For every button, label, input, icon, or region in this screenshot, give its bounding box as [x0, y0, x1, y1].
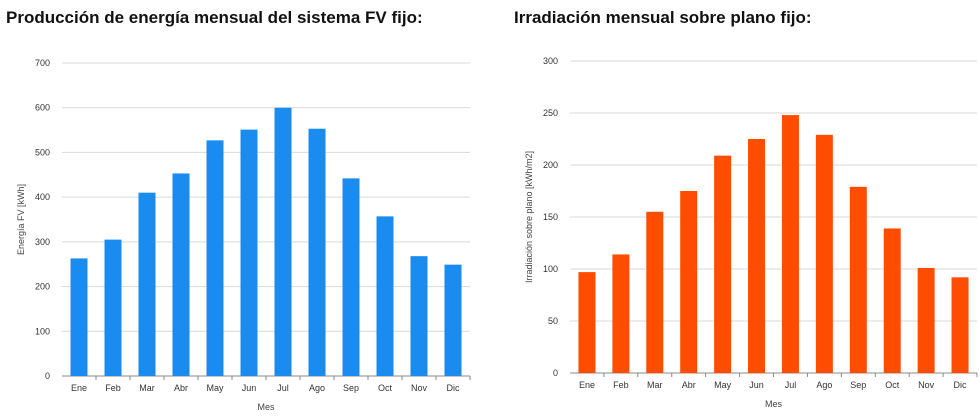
bar-sep: [342, 178, 360, 376]
x-tick-label: Mar: [647, 380, 663, 390]
x-tick-label: Oct: [885, 380, 900, 390]
y-tick-label: 100: [35, 326, 50, 336]
x-tick-label: Sep: [850, 380, 866, 390]
bar-feb: [612, 254, 630, 373]
y-tick-label: 400: [35, 192, 50, 202]
chart-title-irradiation: Irradiación mensual sobre plano fijo:: [514, 8, 812, 27]
y-tick-label: 500: [35, 147, 50, 157]
chart-title-energy: Producción de energía mensual del sistem…: [6, 8, 423, 27]
bar-jun: [240, 129, 258, 376]
x-tick-label: Jul: [277, 383, 289, 393]
y-tick-label: 100: [543, 264, 558, 274]
bar-nov: [410, 256, 428, 376]
bar-ene: [70, 258, 88, 376]
y-tick-label: 200: [35, 282, 50, 292]
x-tick-label: Nov: [918, 380, 935, 390]
bar-nov: [917, 267, 935, 373]
bar-abr: [172, 173, 190, 376]
x-tick-label: May: [714, 380, 732, 390]
x-tick-label: Ago: [816, 380, 832, 390]
y-tick-label: 300: [543, 56, 558, 66]
x-tick-label: Jul: [785, 380, 797, 390]
x-tick-label: Nov: [411, 383, 428, 393]
x-tick-label: Ago: [309, 383, 325, 393]
bar-dic: [444, 264, 462, 376]
y-tick-label: 250: [543, 108, 558, 118]
bar-jun: [748, 139, 766, 373]
x-axis-label: Mes: [765, 399, 783, 409]
x-tick-label: Oct: [378, 383, 393, 393]
x-axis-label: Mes: [257, 402, 275, 412]
irradiation-chart: 0 50 100 150 200 250 300 Ene Feb Mar Abr May Jun Jul A…: [524, 56, 978, 409]
y-tick-label: 200: [543, 160, 558, 170]
x-tick-label: Dic: [447, 383, 460, 393]
bar-dic: [951, 277, 969, 373]
x-tick-label: Abr: [682, 380, 696, 390]
bar-mar: [646, 211, 664, 373]
y-tick-label: 600: [35, 103, 50, 113]
y-tick-label: 0: [553, 368, 558, 378]
y-axis-label: Energía FV [kWh]: [16, 184, 26, 255]
x-tick-label: Sep: [343, 383, 359, 393]
bar-sep: [849, 186, 867, 373]
bar-oct: [376, 216, 394, 376]
x-tick-label: Feb: [105, 383, 121, 393]
y-tick-label: 0: [45, 371, 50, 381]
x-tick-label: Mar: [139, 383, 155, 393]
x-tick-label: Ene: [71, 383, 87, 393]
y-tick-label: 700: [35, 58, 50, 68]
y-tick-label: 300: [35, 237, 50, 247]
y-axis-label: Irradiación sobre plano [kWh/m2]: [524, 151, 534, 283]
bar-abr: [680, 191, 698, 373]
x-tick-label: Dic: [954, 380, 967, 390]
bar-ago: [308, 128, 326, 376]
x-tick-label: Feb: [613, 380, 629, 390]
x-tick-label: Ene: [579, 380, 595, 390]
bar-ene: [578, 272, 596, 373]
bar-ago: [815, 134, 833, 373]
x-tick-label: Jun: [749, 380, 764, 390]
bar-feb: [104, 239, 122, 376]
bar-jul: [274, 107, 292, 376]
x-tick-label: Abr: [174, 383, 188, 393]
y-tick-label: 50: [548, 316, 558, 326]
y-tick-label: 150: [543, 212, 558, 222]
bar-mar: [138, 192, 156, 376]
bar-jul: [781, 115, 799, 373]
bar-may: [714, 155, 732, 373]
bar-oct: [883, 228, 901, 373]
x-tick-label: May: [206, 383, 224, 393]
bar-may: [206, 140, 224, 376]
x-tick-label: Jun: [242, 383, 257, 393]
energy-chart: 0 100 200 300 400 500 600 700 Ene Feb Mar Abr May Jun…: [16, 58, 471, 412]
